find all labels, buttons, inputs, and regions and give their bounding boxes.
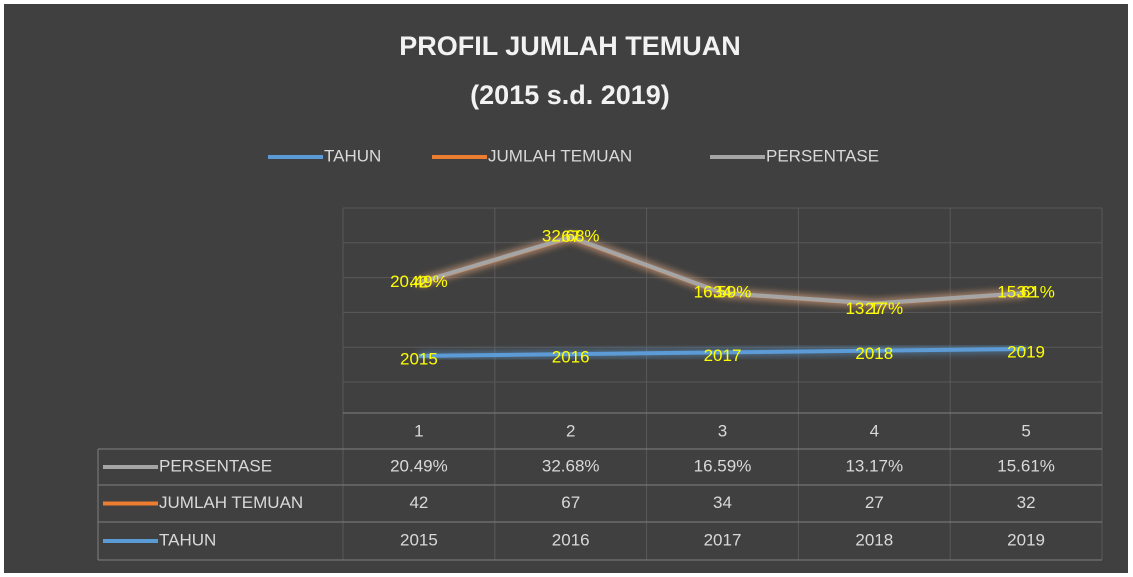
table-row-label: PERSENTASE (159, 456, 272, 475)
legend-label: TAHUN (324, 146, 381, 165)
chart-background (4, 4, 1128, 573)
data-label: 2019 (1007, 342, 1045, 361)
legend-label: PERSENTASE (766, 146, 879, 165)
x-tick-label: 3 (718, 421, 727, 440)
table-row-label: JUMLAH TEMUAN (159, 493, 303, 512)
table-cell: 2017 (704, 530, 742, 549)
data-label: 42 (409, 272, 428, 291)
data-label: 20.49% (390, 272, 448, 291)
x-tick-label: 1 (414, 421, 423, 440)
data-label: 32 (1017, 283, 1036, 302)
data-label: 16.59% (694, 282, 752, 301)
table-cell: 2016 (552, 530, 590, 549)
x-tick-label: 4 (870, 421, 879, 440)
series-line (418, 346, 1027, 358)
data-label: 34 (713, 283, 732, 302)
table-row-label: TAHUN (159, 530, 216, 549)
data-label: 32.68% (542, 226, 600, 245)
table-cell: 2018 (855, 530, 893, 549)
table-cell: 32 (1017, 493, 1036, 512)
table-cell: 2015 (400, 530, 438, 549)
table-cell: 27 (865, 493, 884, 512)
table-cell: 34 (713, 493, 732, 512)
data-label: 67 (561, 227, 580, 246)
chart-subtitle: (2015 s.d. 2019) (470, 80, 670, 110)
table-cell: 42 (409, 493, 428, 512)
series-line (418, 234, 1027, 306)
chart-title: PROFIL JUMLAH TEMUAN (399, 31, 741, 61)
table-cell: 13.17% (845, 456, 903, 475)
table-cell: 20.49% (390, 456, 448, 475)
data-label: 2017 (704, 346, 742, 365)
data-label: 15.61% (997, 282, 1055, 301)
table-cell: 67 (561, 493, 580, 512)
data-label: 13.17% (845, 299, 903, 318)
x-tick-label: 5 (1021, 421, 1030, 440)
table-cell: 15.61% (997, 456, 1055, 475)
table-cell: 32.68% (542, 456, 600, 475)
table-cell: 16.59% (694, 456, 752, 475)
legend-label: JUMLAH TEMUAN (488, 146, 632, 165)
data-label: 2015 (400, 349, 438, 368)
data-label: 2018 (855, 344, 893, 363)
table-cell: 2019 (1007, 530, 1045, 549)
x-tick-label: 2 (566, 421, 575, 440)
data-label: 27 (865, 299, 884, 318)
data-label: 2016 (552, 348, 590, 367)
